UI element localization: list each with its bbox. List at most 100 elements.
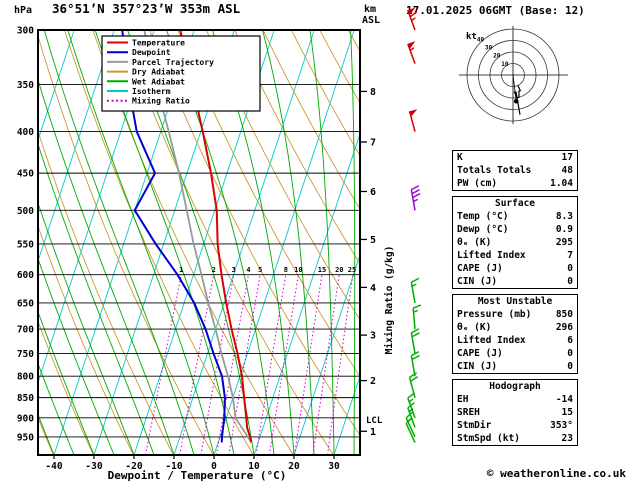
pressure-tick-label: 550	[17, 239, 34, 250]
legend-label: Dry Adiabat	[132, 67, 185, 77]
wind-barb	[405, 417, 416, 443]
stats-table: Hodograph EH -14 SREH 15 StmDir 353° StmSpd (kt…	[452, 379, 578, 446]
legend-label: Wet Adiabat	[132, 76, 185, 86]
row-label: EH	[457, 394, 469, 405]
table-row: CAPE (J) 0	[453, 262, 577, 275]
row-value: -14	[555, 394, 573, 405]
mixing-ratio-line	[215, 274, 249, 455]
altitude-tick-labels: 1 2 3 4 5 6 7 8	[360, 87, 376, 438]
wind-barb	[412, 304, 422, 330]
row-label: PW (cm)	[457, 178, 498, 189]
pressure-tick-label: 650	[17, 298, 34, 309]
dry-adiabat-line	[38, 320, 94, 455]
wind-barb	[408, 109, 418, 132]
row-value: 7	[567, 250, 573, 261]
hodograph-ring-label: 40	[477, 36, 485, 43]
altitude-tick-label: 4	[370, 283, 376, 294]
isotherm-line	[173, 30, 315, 455]
pressure-tick-label: 450	[17, 169, 34, 180]
station-location-title: 36°51’N 357°23’W 353m ASL	[52, 1, 241, 16]
row-value: 15	[561, 407, 573, 418]
hodograph-ring-label: 10	[501, 61, 509, 68]
mixing-ratio-value: 8	[284, 266, 288, 274]
row-value: 0	[567, 276, 573, 287]
row-value: 6	[567, 335, 573, 346]
altitude-tick-label: 8	[370, 87, 376, 98]
storm-motion-dot	[513, 98, 519, 104]
legend-label: Isotherm	[132, 87, 171, 96]
row-value: 0	[567, 361, 573, 372]
row-label: CIN (J)	[457, 361, 498, 372]
table-row: K 17	[453, 151, 577, 164]
row-value: 295	[555, 237, 573, 248]
table-row: Dewp (°C) 0.9	[453, 223, 577, 236]
altitude-tick-label: 6	[370, 187, 376, 198]
table-row: CIN (J) 0	[453, 360, 577, 373]
temperature-tick-labels: -40 -30 -20 -10 0 10 20 30	[45, 455, 340, 472]
temperature-tick-label: -40	[45, 461, 62, 472]
temperature-curve	[179, 30, 253, 443]
row-label: K	[457, 152, 463, 163]
temperature-tick-label: 10	[248, 461, 260, 472]
row-value: 1.04	[550, 178, 573, 189]
temperature-tick-label: -10	[165, 461, 182, 472]
legend-label: Mixing Ratio	[132, 96, 190, 106]
dry-adiabat-line	[291, 30, 360, 157]
table-header: Hodograph	[489, 381, 541, 392]
legend-label: Temperature	[132, 39, 185, 48]
hodograph-ring-label: 20	[493, 53, 501, 60]
row-label: Lifted Index	[457, 335, 526, 346]
pressure-tick-label: 950	[17, 432, 34, 443]
wind-barb	[410, 185, 421, 211]
wind-barb-column	[405, 7, 422, 443]
pressure-tick-label: 800	[17, 372, 34, 383]
row-value: 296	[555, 322, 573, 333]
row-label: Temp (°C)	[457, 211, 509, 222]
table-header: Most Unstable	[477, 296, 553, 307]
parcel-trajectory-curve	[143, 30, 253, 443]
table-row: Totals Totals 48	[453, 164, 577, 177]
copyright-label: © weatheronline.co.uk	[487, 467, 626, 480]
hodograph-ring	[501, 63, 525, 87]
table-header: Surface	[494, 198, 536, 209]
dewpoint-curve	[121, 30, 226, 443]
table-row: Lifted Index 7	[453, 249, 577, 262]
row-label: StmSpd (kt)	[457, 433, 520, 444]
hodograph-ring	[478, 40, 548, 110]
skewt-plot-layers: 1 2 3 4 5 8 10 15 20 2530035040045050055060065070…	[17, 7, 422, 472]
legend-label: Parcel Trajectory	[132, 57, 214, 67]
mixing-ratio-value: 5	[258, 266, 262, 274]
temperature-tick-label: -20	[125, 461, 142, 472]
mixing-ratio-line	[326, 274, 354, 455]
table-row: StmDir 353°	[453, 419, 577, 432]
pressure-tick-label: 350	[17, 80, 34, 91]
sounding-curves	[121, 30, 253, 443]
legend-label: Dewpoint	[132, 47, 171, 57]
dry-adiabat-line	[234, 30, 360, 265]
wind-barb	[410, 351, 420, 377]
hodograph-ring	[489, 51, 537, 99]
pressure-axis-unit-label: hPa	[14, 5, 32, 16]
isotherm-line	[253, 132, 360, 455]
mixing-ratio-value: 25	[348, 266, 356, 274]
row-value: 0.9	[555, 224, 573, 235]
pressure-tick-label: 300	[17, 26, 34, 37]
mixing-ratio-line	[293, 274, 323, 455]
row-label: Dewp (°C)	[457, 224, 509, 235]
row-label: CAPE (J)	[457, 263, 503, 274]
isotherm-line	[38, 30, 75, 142]
mixing-ratio-value: 15	[318, 266, 326, 274]
mixing-ratio-value: 20	[335, 266, 343, 274]
altitude-axis-unit-asl: ASL	[362, 15, 380, 26]
mixing-ratio-line	[268, 274, 299, 455]
mixing-ratio-value: 3	[232, 266, 236, 274]
table-row: StmSpd (kt) 23	[453, 432, 577, 445]
mixing-ratio-line	[228, 274, 261, 455]
row-value: 17	[561, 152, 573, 163]
row-label: SREH	[457, 407, 480, 418]
stats-panel: K 17 Totals Totals 48 PW (cm) 1.04 Surface Temp…	[452, 150, 578, 446]
dry-adiabat-line	[262, 30, 360, 211]
row-value: 8.3	[555, 211, 573, 222]
